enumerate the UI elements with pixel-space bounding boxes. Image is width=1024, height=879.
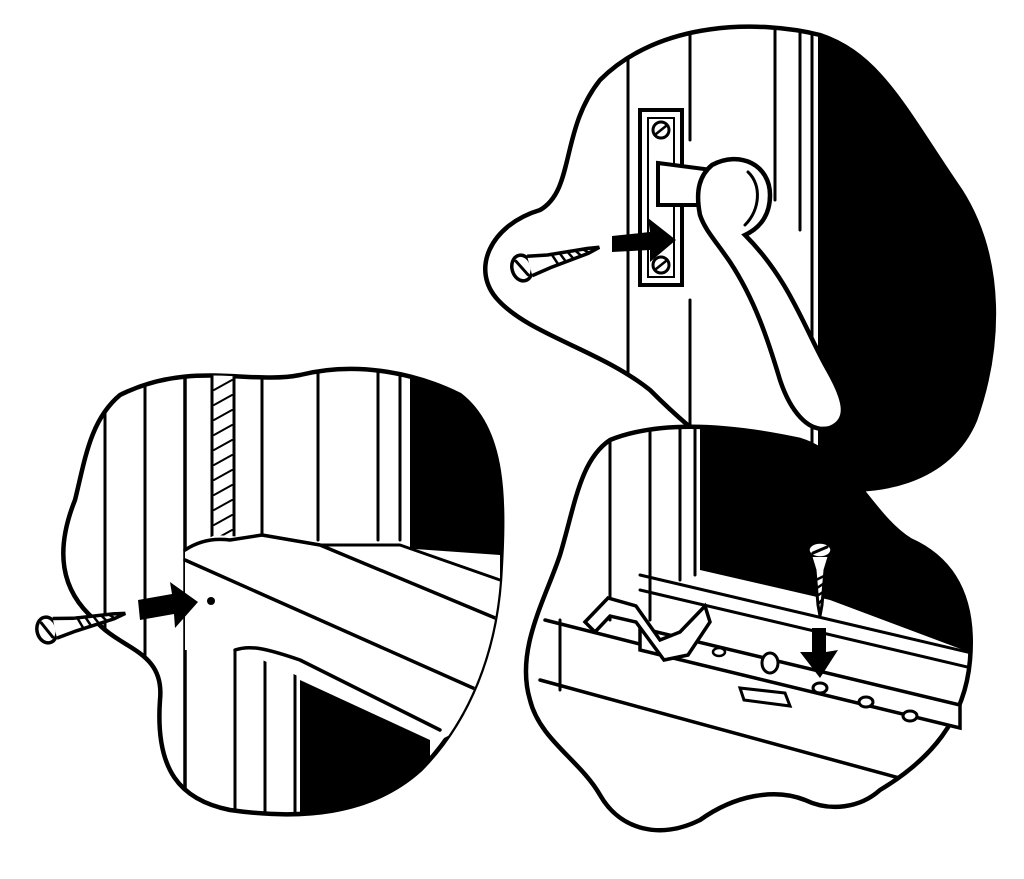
handle-latch-panel bbox=[483, 24, 997, 493]
screw-hole-marker bbox=[207, 597, 215, 605]
screw-icon bbox=[35, 611, 127, 645]
insert-arrow-icon bbox=[612, 218, 676, 262]
screw-icon bbox=[806, 540, 834, 617]
insert-arrow-icon bbox=[138, 582, 198, 628]
sash-frame-panel bbox=[35, 366, 505, 817]
window-sill-panel bbox=[523, 424, 973, 833]
insert-arrow-icon bbox=[800, 628, 838, 678]
screw-icon bbox=[510, 245, 601, 283]
